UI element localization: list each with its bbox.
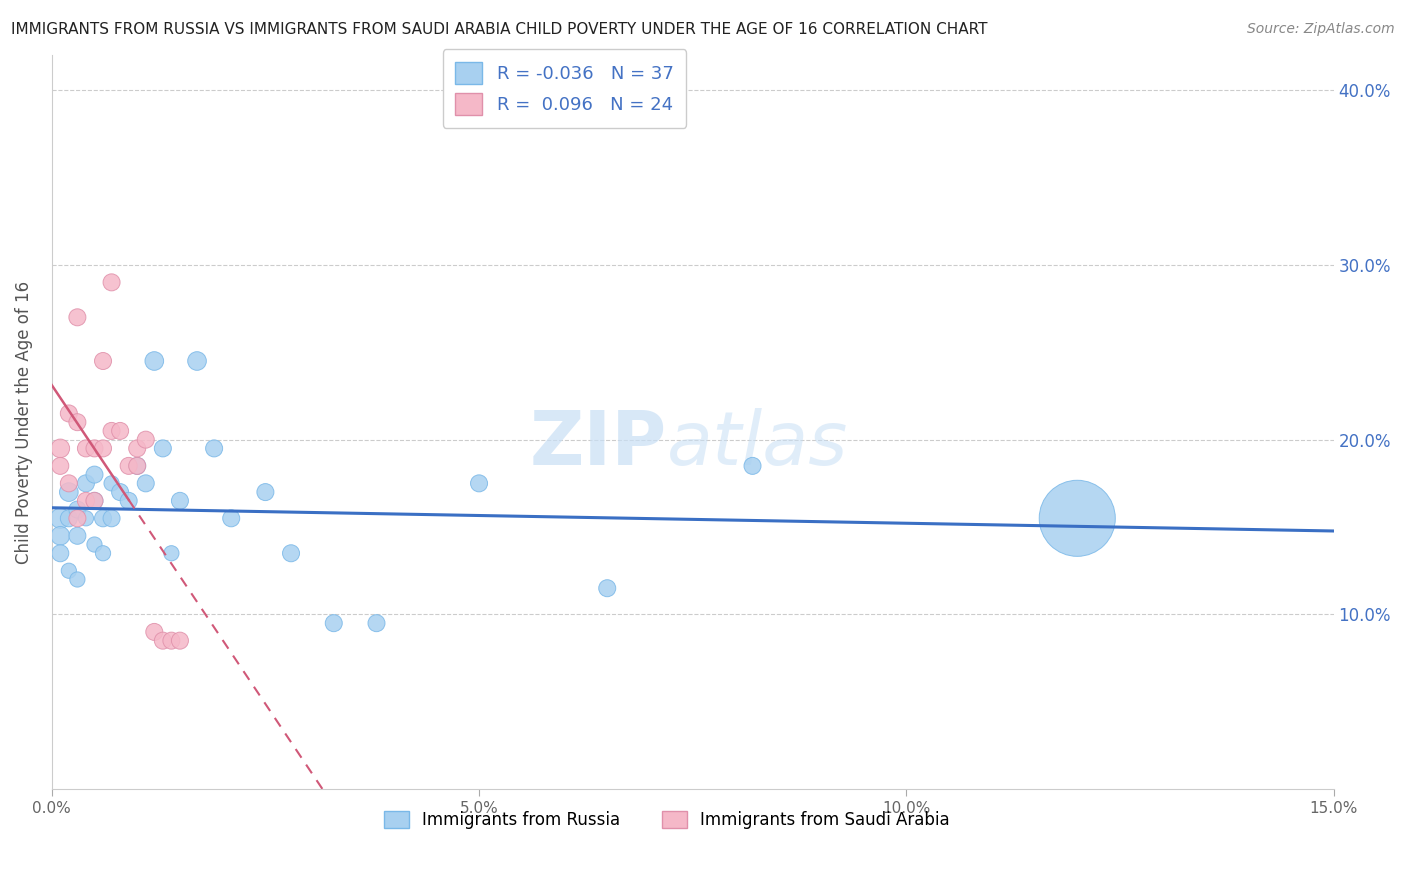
Point [100, 424, 122, 438]
Point [75, 493, 97, 508]
Point [160, 546, 183, 560]
Point [100, 476, 122, 491]
Point [83, 493, 105, 508]
Point [49, 529, 72, 543]
Text: Source: ZipAtlas.com: Source: ZipAtlas.com [1247, 22, 1395, 37]
Point [66, 415, 89, 429]
Point [143, 354, 166, 368]
Point [118, 458, 141, 473]
Point [160, 633, 183, 648]
Point [1066, 511, 1088, 525]
Point [66, 310, 89, 325]
Point [66, 573, 89, 587]
Text: ZIP: ZIP [530, 408, 666, 481]
Point [108, 424, 131, 438]
Point [58, 476, 80, 491]
Point [58, 485, 80, 500]
Point [596, 581, 619, 595]
Point [58, 511, 80, 525]
Point [169, 633, 191, 648]
Point [66, 511, 89, 525]
Point [91, 546, 114, 560]
Point [127, 442, 149, 456]
Point [100, 511, 122, 525]
Point [741, 458, 763, 473]
Point [366, 616, 388, 631]
Point [100, 276, 122, 290]
Point [49, 458, 72, 473]
Point [91, 354, 114, 368]
Point [169, 493, 191, 508]
Point [66, 502, 89, 516]
Point [152, 633, 174, 648]
Point [83, 467, 105, 482]
Point [280, 546, 302, 560]
Point [127, 458, 149, 473]
Point [66, 529, 89, 543]
Point [83, 442, 105, 456]
Point [186, 354, 208, 368]
Point [75, 476, 97, 491]
Point [49, 546, 72, 560]
Point [83, 493, 105, 508]
Point [58, 406, 80, 420]
Point [108, 485, 131, 500]
Y-axis label: Child Poverty Under the Age of 16: Child Poverty Under the Age of 16 [15, 281, 32, 564]
Point [91, 511, 114, 525]
Point [118, 493, 141, 508]
Point [152, 442, 174, 456]
Point [91, 442, 114, 456]
Point [49, 511, 72, 525]
Point [75, 442, 97, 456]
Point [322, 616, 344, 631]
Text: IMMIGRANTS FROM RUSSIA VS IMMIGRANTS FROM SAUDI ARABIA CHILD POVERTY UNDER THE A: IMMIGRANTS FROM RUSSIA VS IMMIGRANTS FRO… [11, 22, 988, 37]
Point [143, 624, 166, 639]
Point [135, 433, 157, 447]
Point [75, 511, 97, 525]
Point [49, 442, 72, 456]
Point [83, 537, 105, 551]
Point [58, 564, 80, 578]
Text: atlas: atlas [666, 409, 848, 480]
Point [127, 458, 149, 473]
Legend: Immigrants from Russia, Immigrants from Saudi Arabia: Immigrants from Russia, Immigrants from … [377, 805, 956, 836]
Point [254, 485, 277, 500]
Point [135, 476, 157, 491]
Point [202, 442, 225, 456]
Point [468, 476, 491, 491]
Point [219, 511, 242, 525]
